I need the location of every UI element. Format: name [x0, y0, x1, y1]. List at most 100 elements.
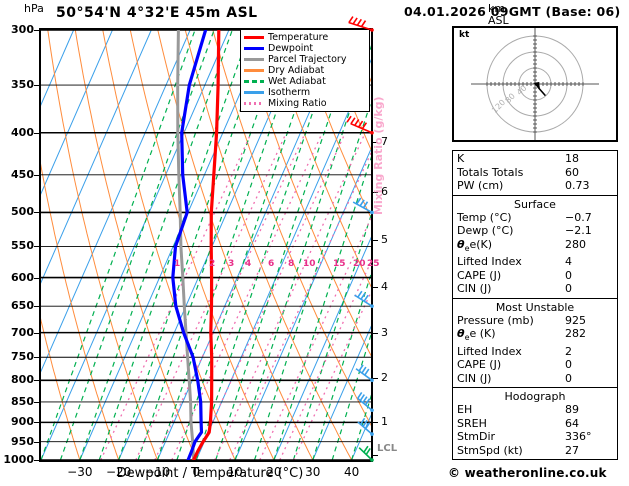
data-row-key: Dewp (°C) [457, 224, 514, 237]
temperature-tick-label: −10 [144, 465, 171, 479]
pressure-tick [34, 30, 39, 31]
data-row-value: 18 [565, 152, 579, 165]
data-row: Lifted Index 2 [453, 345, 617, 359]
data-row-key: Lifted Index [457, 255, 522, 269]
legend-item: Mixing Ratio [244, 98, 366, 109]
mixing-ratio-label: 15 [333, 259, 346, 269]
most-unstable-section-heading: Most Unstable [495, 300, 575, 314]
pressure-tick [34, 85, 39, 87]
legend-item: Dry Adiabat [244, 65, 366, 76]
pressure-tick-label: 700 [11, 325, 34, 339]
pressure-tick-label: 900 [11, 415, 34, 429]
height-tick [373, 142, 378, 144]
pressure-tick-label: 750 [11, 350, 34, 364]
data-row-key: CAPE (J) [457, 358, 502, 372]
pressure-tick-label: 550 [11, 239, 34, 253]
data-row-key: EH [457, 403, 473, 417]
hodograph-trace [534, 83, 546, 97]
data-row: Temp (°C) −0.7 [453, 211, 617, 225]
temperature-tick-label: 10 [227, 465, 243, 479]
height-tick [373, 239, 378, 241]
mixing-ratio-label: 3 [228, 259, 235, 269]
pressure-tick-label: 1000 [3, 453, 34, 466]
data-row: Pressure (mb) 925 [453, 314, 617, 328]
data-row-value: 336° [565, 430, 592, 444]
legend-item: Wet Adiabat [244, 76, 366, 87]
mixing-ratio-label: 6 [268, 259, 275, 269]
height-tick-label: 2 [381, 371, 388, 385]
hodograph-section-heading: Hodograph [504, 390, 566, 404]
lcl-label: LCL [377, 443, 398, 454]
mixing-ratio-label: 1 [174, 259, 181, 269]
data-row-value: 64 [565, 416, 579, 430]
pressure-tick [34, 401, 39, 403]
temperature-tick-label: 0 [192, 465, 201, 479]
temperature-tick-label: −30 [67, 465, 93, 479]
data-row-value: 0 [565, 371, 572, 385]
temperature-tick-label: 30 [305, 465, 321, 479]
height-tick-label: 3 [381, 326, 388, 340]
data-row-value: −2.1 [565, 224, 592, 237]
data-row-value: 27 [565, 443, 579, 457]
height-tick-label: 4 [381, 279, 388, 293]
lcl-tick [373, 454, 378, 456]
data-row: θee (K) 282 [453, 327, 617, 345]
pressure-tick [34, 380, 39, 382]
height-tick-label: 7 [381, 135, 388, 149]
data-row-value: 0.73 [565, 179, 590, 192]
legend-item: Parcel Trajectory [244, 54, 366, 65]
data-row-key: CIN (J) [457, 371, 492, 385]
legend-label: Isotherm [268, 86, 311, 98]
legend-item: Dewpoint [244, 43, 366, 54]
data-row-key: SREH [457, 416, 487, 430]
pressure-tick [34, 306, 39, 308]
mixing-ratio-label: 4 [245, 259, 252, 269]
x-axis-title: Dewpoint / Temperature (°C) [116, 466, 304, 481]
pressure-tick [34, 357, 39, 359]
legend-color-swatch [244, 36, 264, 39]
legend-label: Wet Adiabat [268, 75, 326, 87]
pressure-tick-label: 650 [11, 299, 34, 313]
most-unstable-section: Most Unstable Pressure (mb) 925 θee (K) 282 L… [453, 299, 617, 389]
mixing-ratio-label: 2 [209, 259, 216, 269]
legend-color-swatch [244, 91, 264, 94]
surface-section: Surface Temp (°C) −0.7 Dewp (°C) −2.1 θee(K) 2… [453, 196, 617, 299]
data-row-value: 280 [565, 237, 586, 251]
legend-color-swatch [244, 58, 264, 61]
data-row-value: 4 [565, 255, 572, 269]
height-tick [373, 378, 378, 380]
data-row: CAPE (J) 0 [453, 358, 617, 372]
pressure-unit-label: hPa [24, 2, 44, 15]
legend-color-swatch [244, 80, 264, 83]
storm-motion-marker [533, 82, 540, 89]
data-row: K 18 [453, 152, 617, 166]
pressure-tick-label: 800 [11, 373, 34, 387]
mixing-ratio-label: 10 [303, 259, 316, 269]
pressure-tick-label: 300 [11, 23, 34, 36]
pressure-tick [34, 174, 39, 176]
data-row-key: StmSpd (kt) [457, 443, 523, 457]
temperature-tick-label: 20 [266, 465, 282, 479]
data-row-key: Totals Totals [457, 165, 524, 179]
pressure-tick [34, 212, 39, 214]
data-row-value: 282 [565, 327, 586, 341]
pressure-tick-label: 350 [11, 78, 34, 92]
temperature-tick-label: −20 [105, 465, 132, 479]
height-tick-label: 5 [381, 232, 388, 246]
data-row-key: PW (cm) [457, 179, 504, 192]
data-row: CAPE (J) 0 [453, 269, 617, 283]
data-row: Totals Totals 60 [453, 166, 617, 180]
page-title: 50°54'N 4°32'E 45m ASL [56, 5, 258, 21]
data-row: SREH 64 [453, 417, 617, 431]
data-row-key: Pressure (mb) [457, 313, 534, 327]
data-row-value: 0 [565, 268, 572, 282]
data-row: θee(K) 280 [453, 238, 617, 256]
data-row-key: θee(K) [457, 237, 493, 253]
data-row-value: −0.7 [565, 210, 592, 224]
height-tick [373, 333, 378, 335]
pressure-tick [34, 246, 39, 248]
pressure-tick [34, 441, 39, 443]
pressure-tick-label: 950 [11, 434, 34, 448]
data-row-value: 0 [565, 282, 572, 296]
